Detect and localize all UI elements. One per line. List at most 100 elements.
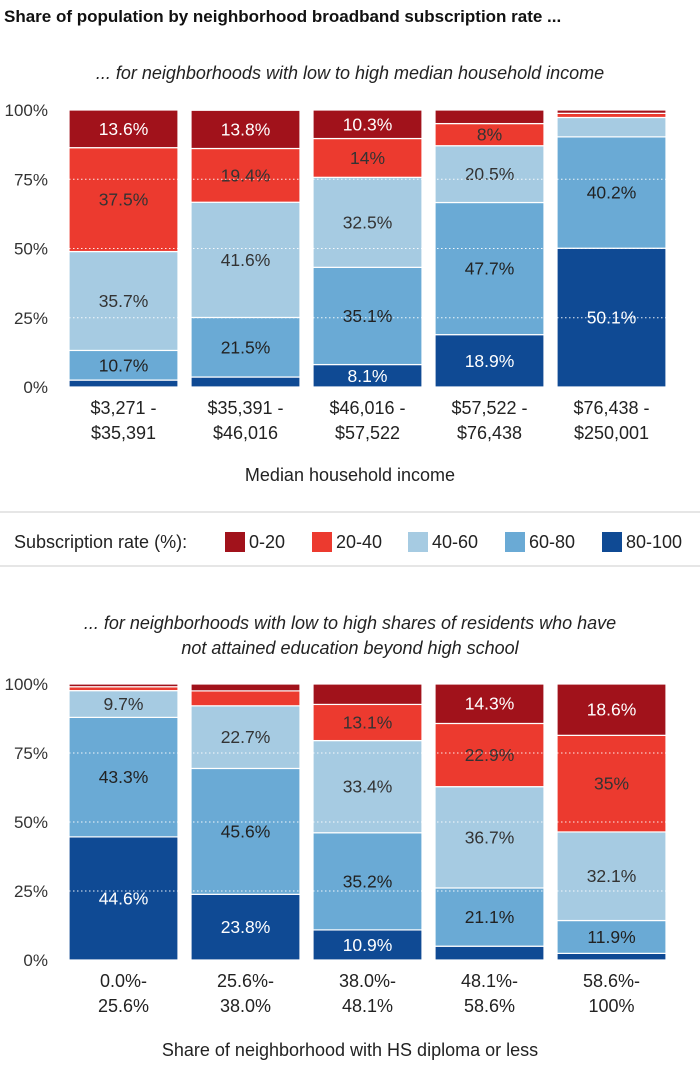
legend-label: 0-20 bbox=[249, 532, 285, 552]
y-tick-label: 100% bbox=[5, 675, 48, 694]
data-label: 36.7% bbox=[465, 827, 515, 847]
category-label: 25.6%- bbox=[217, 971, 274, 991]
y-tick-label: 25% bbox=[14, 309, 48, 328]
bar-segment bbox=[190, 109, 301, 150]
bar-segment bbox=[312, 137, 423, 178]
category-label: 25.6% bbox=[98, 996, 149, 1016]
data-label: 18.6% bbox=[587, 700, 637, 720]
bar-segment bbox=[556, 116, 667, 138]
education-panel: ... for neighborhoods with low to high s… bbox=[5, 613, 667, 1060]
subtitle: ... for neighborhoods with low to high s… bbox=[84, 613, 616, 633]
bar-segment bbox=[68, 250, 179, 352]
data-label: 21.1% bbox=[465, 907, 515, 927]
data-label: 40.2% bbox=[587, 183, 637, 203]
data-label: 32.1% bbox=[587, 866, 637, 886]
bar-segment bbox=[312, 832, 423, 931]
bar-segment bbox=[312, 683, 423, 706]
subtitle: ... for neighborhoods with low to high m… bbox=[96, 63, 604, 83]
data-label: 33.4% bbox=[343, 777, 393, 797]
legend-label: 80-100 bbox=[626, 532, 682, 552]
data-label: 10.3% bbox=[343, 114, 393, 134]
category-label: 58.6% bbox=[464, 996, 515, 1016]
bar-segment bbox=[556, 919, 667, 954]
legend-swatch bbox=[602, 532, 622, 552]
data-label: 22.7% bbox=[221, 727, 271, 747]
legend-label: 40-60 bbox=[432, 532, 478, 552]
bar-segment bbox=[68, 690, 179, 718]
bar-segment bbox=[312, 266, 423, 366]
bar-segment bbox=[434, 201, 545, 336]
bar-segment bbox=[68, 716, 179, 838]
data-label: 20.5% bbox=[465, 164, 515, 184]
legend-title: Subscription rate (%): bbox=[14, 532, 187, 552]
data-label: 10.9% bbox=[343, 935, 393, 955]
data-label: 35.7% bbox=[99, 291, 149, 311]
legend: Subscription rate (%): 0-20 20-40 40-60 60-8… bbox=[14, 532, 682, 552]
category-label: 48.1%- bbox=[461, 971, 518, 991]
data-label: 13.6% bbox=[99, 119, 149, 139]
category-label: $57,522 bbox=[335, 423, 400, 443]
bar-segment bbox=[434, 887, 545, 947]
bar-segment bbox=[68, 379, 179, 388]
bar-segment bbox=[68, 836, 179, 961]
legend-swatch bbox=[312, 532, 332, 552]
y-tick-label: 25% bbox=[14, 882, 48, 901]
bar-segment bbox=[190, 201, 301, 319]
data-label: 35% bbox=[594, 774, 629, 794]
data-label: 10.7% bbox=[99, 355, 149, 375]
data-label: 35.1% bbox=[343, 306, 393, 326]
data-label: 13.1% bbox=[343, 713, 393, 733]
data-label: 35.2% bbox=[343, 871, 393, 891]
bar-segment bbox=[434, 683, 545, 725]
bar-segment bbox=[190, 147, 301, 203]
bar-segment bbox=[190, 893, 301, 961]
category-label: $3,271 - bbox=[90, 398, 156, 418]
category-label: $35,391 - bbox=[207, 398, 283, 418]
legend-swatch bbox=[225, 532, 245, 552]
bar-segment bbox=[190, 767, 301, 895]
category-label: $76,438 bbox=[457, 423, 522, 443]
data-label: 32.5% bbox=[343, 212, 393, 232]
data-label: 21.5% bbox=[221, 337, 271, 357]
data-label: 8% bbox=[477, 125, 502, 145]
bar-segment bbox=[68, 683, 179, 688]
legend-label: 20-40 bbox=[336, 532, 382, 552]
y-tick-label: 75% bbox=[14, 744, 48, 763]
data-label: 19.4% bbox=[221, 165, 271, 185]
category-label: $57,522 - bbox=[451, 398, 527, 418]
subtitle: not attained education beyond high schoo… bbox=[181, 638, 519, 658]
category-label: 38.0%- bbox=[339, 971, 396, 991]
data-label: 23.8% bbox=[221, 917, 271, 937]
bar-segment bbox=[434, 109, 545, 125]
data-label: 43.3% bbox=[99, 767, 149, 787]
category-label: 0.0%- bbox=[100, 971, 147, 991]
bar-segment bbox=[434, 145, 545, 204]
data-label: 13.8% bbox=[221, 119, 271, 139]
y-tick-label: 50% bbox=[14, 813, 48, 832]
bar-segment bbox=[312, 703, 423, 742]
y-tick-label: 100% bbox=[5, 101, 48, 120]
bar-segment bbox=[190, 376, 301, 388]
data-label: 41.6% bbox=[221, 250, 271, 270]
data-label: 14.3% bbox=[465, 694, 515, 714]
bar-segment bbox=[434, 722, 545, 788]
legend-swatch bbox=[505, 532, 525, 552]
bar-segment bbox=[190, 690, 301, 707]
bar-segment bbox=[312, 109, 423, 140]
bar-segment bbox=[68, 349, 179, 381]
y-tick-label: 0% bbox=[23, 378, 48, 397]
bar-segment bbox=[312, 929, 423, 961]
bar-segment bbox=[556, 109, 667, 114]
data-label: 9.7% bbox=[104, 694, 144, 714]
bar-segment bbox=[556, 683, 667, 736]
bar-segment bbox=[434, 945, 545, 961]
bar-segment bbox=[190, 316, 301, 378]
data-label: 22.9% bbox=[465, 745, 515, 765]
legend-swatch bbox=[408, 532, 428, 552]
bar-segment bbox=[434, 334, 545, 388]
data-label: 47.7% bbox=[465, 259, 515, 279]
category-label: 38.0% bbox=[220, 996, 271, 1016]
category-label: 58.6%- bbox=[583, 971, 640, 991]
x-axis-title: Share of neighborhood with HS diploma or… bbox=[162, 1040, 538, 1060]
